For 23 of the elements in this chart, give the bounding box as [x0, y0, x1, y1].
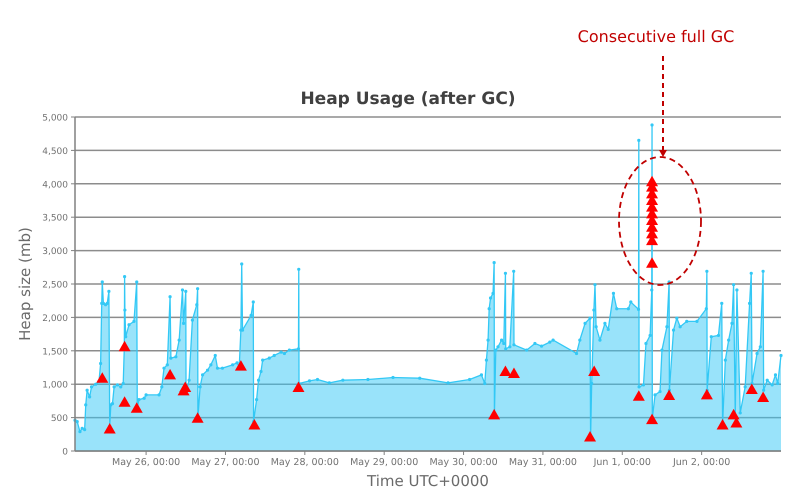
y-tick-label: 500	[50, 414, 68, 424]
x-tick-label: May 30, 00:00	[429, 457, 498, 468]
y-tick-label: 3,000	[42, 247, 68, 258]
y-tick-label: 3,500	[42, 214, 68, 224]
y-tick-label: 2,000	[42, 314, 68, 324]
x-tick-label: Jun 2, 00:00	[672, 457, 730, 468]
y-tick-label: 1,000	[42, 380, 68, 391]
x-tick-label: May 28, 00:00	[270, 457, 339, 468]
y-tick-label: 0	[62, 448, 68, 458]
y-tick-label: 5,000	[42, 114, 68, 124]
y-axis-title: Heap size (mb)	[16, 227, 34, 341]
x-tick-label: May 31, 00:00	[508, 457, 577, 468]
y-tick-label: 2,500	[42, 280, 68, 290]
y-tick-label: 1,500	[42, 347, 68, 358]
text: Consecutive full GC	[578, 27, 734, 46]
chart-title: Heap Usage (after GC)	[300, 89, 516, 109]
y-tick-label: 4,000	[42, 180, 68, 190]
x-tick-label: May 26, 00:00	[112, 457, 180, 468]
y-tick-label: 4,500	[42, 146, 68, 157]
x-tick-label: May 29, 00:00	[350, 457, 418, 468]
x-tick-label: May 27, 00:00	[191, 457, 260, 468]
x-axis-title: Time UTC+0000	[366, 472, 489, 490]
x-tick-label: Jun 1, 00:00	[592, 457, 651, 468]
